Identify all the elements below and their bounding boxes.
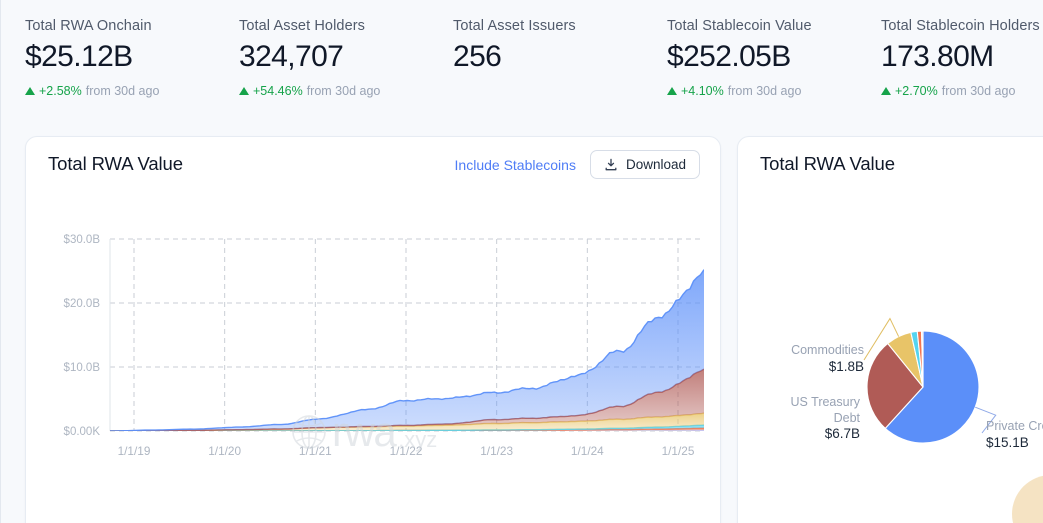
stat-value: 324,707 [239, 40, 344, 73]
stat-label: Total Stablecoin Value [667, 18, 812, 34]
stat-label: Total Asset Holders [239, 18, 366, 34]
download-button-label: Download [625, 157, 686, 172]
stat-label: Total Asset Issuers [453, 18, 576, 34]
svg-text:1/1/20: 1/1/20 [208, 444, 241, 458]
total-rwa-value-area-chart-card: Total RWA Value Include Stablecoins Down… [25, 136, 721, 523]
svg-text:1/1/22: 1/1/22 [390, 444, 423, 458]
stat-delta-pct: +2.70% [895, 83, 938, 98]
pie-label-value: $1.8B [828, 358, 864, 374]
stat-delta: +2.58% from 30d ago [25, 84, 239, 98]
svg-text:1/1/23: 1/1/23 [480, 444, 513, 458]
stat-card-total-asset-holders: Total Asset Holders 324,707 +54.46% from… [239, 18, 453, 128]
stat-value: $252.05B [667, 40, 791, 73]
stat-delta-pct: +54.46% [253, 83, 303, 98]
include-stablecoins-toggle[interactable]: Include Stablecoins [454, 156, 576, 173]
stat-card-total-stablecoin-holders: Total Stablecoin Holders 173.80M +2.70% … [881, 18, 1043, 128]
pie-label-name: US Treasury Debt [790, 395, 860, 425]
svg-text:1/1/24: 1/1/24 [571, 444, 604, 458]
svg-text:$30.0B: $30.0B [64, 234, 101, 246]
download-icon [605, 158, 617, 170]
svg-text:1/1/19: 1/1/19 [118, 444, 151, 458]
trend-up-icon [667, 86, 677, 95]
pie-label-commodities: Commodities $1.8B [760, 343, 864, 376]
stat-delta: +54.46% from 30d ago [239, 84, 453, 98]
card-header: Total RWA Value Include Stablecoins Down… [26, 137, 720, 187]
stat-label: Total Stablecoin Holders [881, 18, 1040, 34]
pie-label-name: Private Credit [986, 419, 1043, 433]
stat-delta: +2.70% from 30d ago [881, 84, 1043, 98]
stat-delta-suffix: from 30d ago [306, 83, 381, 98]
card-title: Total RWA Value [760, 153, 895, 174]
stat-delta-suffix: from 30d ago [727, 83, 802, 98]
stat-delta-pct: +4.10% [681, 83, 724, 98]
stat-delta: +4.10% from 30d ago [667, 84, 881, 98]
pie-label-private-credit: Private Credit $15.1B [986, 419, 1043, 452]
pie-label-us-treasury-debt: US Treasury Debt $6.7B [768, 395, 860, 443]
svg-text:$10.0B: $10.0B [64, 362, 101, 374]
trend-up-icon [239, 86, 249, 95]
svg-text:$20.0B: $20.0B [64, 298, 101, 310]
stat-label: Total RWA Onchain [25, 18, 152, 34]
stat-card-total-stablecoin-value: Total Stablecoin Value $252.05B +4.10% f… [667, 18, 881, 128]
svg-text:1/1/21: 1/1/21 [299, 444, 332, 458]
area-chart-svg: $0.00K $10.0B $20.0B $30.0B 1/1/19 1/1/20 1/1/… [64, 234, 704, 458]
stats-bar: Total RWA Onchain $25.12B +2.58% from 30… [1, 0, 1043, 128]
stat-value: 256 [453, 40, 502, 73]
trend-up-icon [25, 86, 35, 95]
stat-value: $25.12B [25, 40, 133, 73]
area-chart-plot[interactable]: $0.00K $10.0B $20.0B $30.0B 1/1/19 1/1/20 1/1/… [26, 187, 720, 477]
svg-text:1/1/25: 1/1/25 [662, 444, 695, 458]
pie-chart-plot[interactable]: Commodities $1.8B US Treasury Debt $6.7B… [738, 187, 1043, 523]
pie-label-name: Commodities [791, 343, 864, 357]
svg-text:$0.00K: $0.00K [64, 426, 101, 438]
pie-label-value: $6.7B [824, 426, 860, 442]
stat-delta-suffix: from 30d ago [941, 83, 1016, 98]
download-button[interactable]: Download [589, 150, 700, 179]
stat-card-total-rwa-onchain: Total RWA Onchain $25.12B +2.58% from 30… [25, 18, 239, 128]
stat-delta-suffix: from 30d ago [85, 83, 160, 98]
trend-up-icon [881, 86, 891, 95]
card-header-actions: Include Stablecoins Download [455, 150, 700, 179]
card-title: Total RWA Value [48, 153, 183, 174]
stat-card-total-asset-issuers: Total Asset Issuers 256 [453, 18, 667, 128]
stat-value: 173.80M [881, 40, 994, 73]
total-rwa-value-pie-chart-card: Total RWA Value Commodities $1.8B US Tre… [737, 136, 1043, 523]
stat-delta-pct: +2.58% [39, 83, 82, 98]
pie-label-value: $15.1B [986, 434, 1029, 450]
card-header: Total RWA Value [738, 137, 1043, 187]
pie-chart-svg [863, 317, 997, 444]
